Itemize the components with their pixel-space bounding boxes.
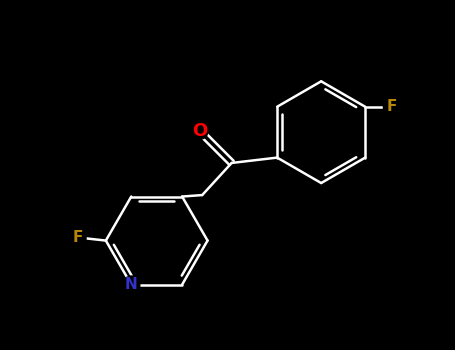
Text: N: N xyxy=(125,277,138,292)
Circle shape xyxy=(123,276,140,293)
Text: O: O xyxy=(192,122,207,140)
Circle shape xyxy=(69,229,86,246)
Circle shape xyxy=(384,98,400,115)
Text: F: F xyxy=(72,230,83,245)
Text: F: F xyxy=(387,99,397,114)
Circle shape xyxy=(191,122,208,139)
